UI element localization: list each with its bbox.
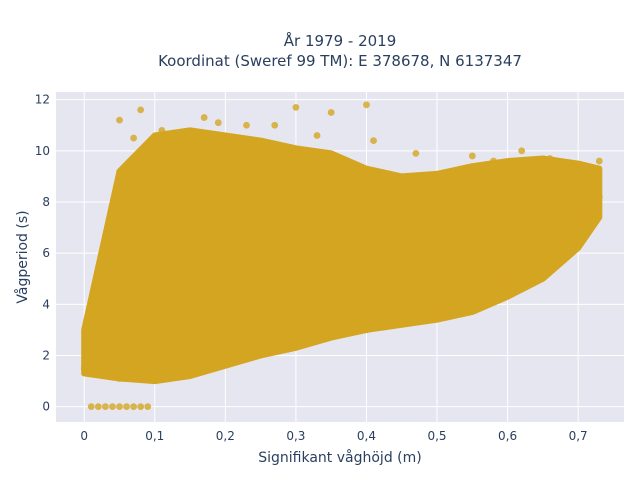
data-point (292, 341, 300, 349)
data-point (109, 403, 116, 411)
x-axis-ticks: 0 0,1 0,2 0,3 0,4 0,5 0,6 0,7 (80, 429, 587, 443)
data-point (468, 300, 476, 308)
data-point (101, 403, 109, 411)
data-point (292, 103, 300, 111)
chart-title-line-1: År 1979 - 2019 (284, 31, 397, 50)
data-point (137, 403, 145, 411)
x-tick-label: 0,1 (145, 429, 164, 443)
x-tick-label: 0,2 (216, 429, 235, 443)
data-point (87, 403, 95, 411)
data-point (595, 193, 603, 201)
data-point (363, 326, 370, 334)
y-tick-label: 10 (35, 144, 50, 158)
data-point (116, 116, 123, 124)
y-tick-label: 6 (42, 246, 50, 260)
data-point (151, 375, 159, 382)
y-axis-ticks: 0 2 4 6 8 10 12 (35, 93, 50, 414)
data-point (546, 155, 554, 162)
x-tick-label: 0,3 (286, 429, 305, 443)
data-point (243, 121, 250, 129)
x-tick-label: 0 (80, 429, 88, 443)
x-tick-label: 0,6 (498, 429, 517, 443)
data-point (186, 369, 194, 377)
data-point (158, 126, 166, 134)
data-point (468, 152, 476, 160)
data-point (504, 277, 511, 285)
data-point (116, 375, 123, 382)
data-point (94, 403, 102, 411)
data-point (130, 134, 138, 142)
data-point (123, 403, 130, 411)
data-point (116, 403, 123, 411)
data-point (595, 157, 603, 165)
y-tick-label: 0 (42, 400, 50, 414)
data-point (80, 364, 88, 372)
data-point (271, 121, 279, 129)
data-point (560, 165, 568, 173)
data-point (433, 313, 441, 321)
data-points (80, 101, 603, 411)
point-cloud-area (81, 127, 603, 385)
data-point (327, 109, 335, 116)
y-tick-label: 4 (42, 297, 50, 311)
data-point (412, 149, 420, 157)
y-tick-label: 2 (42, 348, 50, 362)
data-point (518, 147, 526, 155)
data-point (200, 114, 208, 121)
x-tick-label: 0,4 (357, 429, 376, 443)
y-tick-label: 8 (42, 195, 50, 209)
data-point (363, 101, 370, 109)
data-point (137, 106, 145, 114)
data-point (214, 119, 222, 127)
data-point (130, 403, 138, 411)
data-point (221, 359, 229, 367)
y-tick-label: 12 (35, 93, 50, 107)
data-point (574, 219, 582, 226)
data-point (144, 403, 152, 411)
x-axis-label: Signifikant våghöjd (m) (258, 449, 421, 466)
data-point (539, 257, 547, 265)
data-point (257, 349, 265, 357)
point-cloud (81, 127, 603, 385)
data-point (370, 137, 377, 145)
y-axis-label: Vågperiod (s) (14, 210, 31, 303)
data-point (313, 132, 321, 139)
data-point (398, 318, 406, 326)
x-tick-label: 0,5 (427, 429, 446, 443)
x-tick-label: 0,7 (569, 429, 588, 443)
data-point (490, 157, 497, 165)
chart-title-line-2: Koordinat (Sweref 99 TM): E 378678, N 61… (158, 52, 522, 70)
data-point (327, 331, 335, 339)
data-point (588, 208, 596, 216)
